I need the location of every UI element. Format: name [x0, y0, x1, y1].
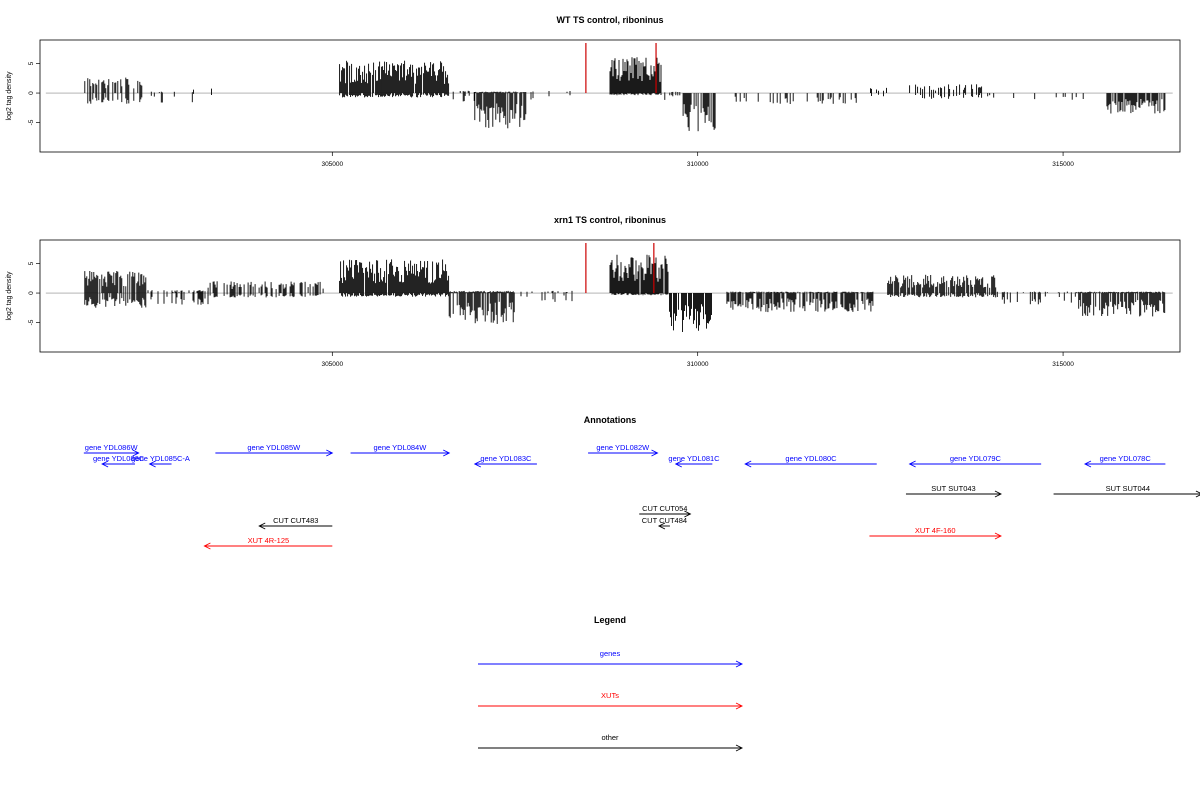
annotation-arrow [869, 532, 1002, 540]
annotation-label: gene YDL081C [668, 454, 720, 463]
legend-items: genes XUTs other [478, 649, 744, 752]
legend-label: other [601, 733, 619, 742]
annotation-label: gene YDL085W [247, 443, 301, 452]
plot-frame-xrn1 [39, 239, 1181, 353]
annotation-label: gene YDL085C-A [131, 454, 190, 463]
annotation-arrow [215, 449, 334, 457]
annotation-arrow [905, 490, 1002, 498]
x-tick-label: 315000 [1052, 161, 1074, 168]
annotation-label: gene YDL084W [373, 443, 427, 452]
annotation-arrow [674, 460, 713, 468]
x-axis-wt: 305000 310000 315000 [321, 152, 1074, 168]
xrn1-density-panel: xrn1 TS control, riboninus log2 tag dens… [6, 215, 1181, 368]
annotation-label: SUT SUT044 [1106, 484, 1150, 493]
annotation-arrow [657, 522, 670, 530]
annotations-title: Annotations [584, 415, 637, 425]
legend-arrow [478, 744, 744, 752]
y-axis-label-wt: log2 tag density [6, 71, 13, 121]
annotation-label: gene YDL083C [480, 454, 532, 463]
annotation-label: gene YDL082W [596, 443, 650, 452]
annotation-label: XUT 4R-125 [248, 536, 290, 545]
y-tick-label: 5 [28, 261, 35, 265]
annotation-label: CUT CUT483 [273, 516, 318, 525]
y-axis-wt: -5 0 5 [28, 61, 40, 125]
legend: Legend genes XUTs other [478, 615, 744, 752]
x-tick-label: 315000 [1052, 361, 1074, 368]
annotation-label: SUT SUT043 [931, 484, 975, 493]
x-axis-xrn1: 305000 310000 315000 [321, 352, 1074, 368]
annotation-label: gene YDL086C [93, 454, 145, 463]
panel-title-xrn1: xrn1 TS control, riboninus [554, 215, 666, 225]
red-marks-xrn1 [585, 243, 655, 294]
annotation-arrow [473, 460, 537, 468]
y-axis-xrn1: -5 0 5 [28, 261, 40, 325]
x-tick-label: 310000 [687, 161, 709, 168]
annotation-arrow [258, 522, 333, 530]
annotation-label: gene YDL086W [85, 443, 139, 452]
annotation-arrow [148, 460, 172, 468]
y-tick-label: 5 [28, 61, 35, 65]
annotation-arrow [203, 542, 333, 550]
annotation-arrow [744, 460, 877, 468]
annotation-arrow [639, 510, 692, 518]
legend-arrow [478, 702, 744, 710]
annotation-arrow [83, 449, 140, 457]
annotation-arrow [1053, 490, 1200, 498]
y-tick-label: 0 [28, 91, 35, 95]
red-marks-wt [585, 43, 657, 94]
x-tick-label: 310000 [687, 361, 709, 368]
annotation-arrow [350, 449, 451, 457]
wt-density-panel: WT TS control, riboninus log2 tag densit… [6, 15, 1181, 168]
annotation-label: CUT CUT054 [642, 504, 687, 513]
y-axis-label-xrn1: log2 tag density [6, 271, 13, 321]
annotation-arrow [908, 460, 1042, 468]
annotation-arrow [101, 460, 135, 468]
annotation-label: gene YDL079C [950, 454, 1002, 463]
y-tick-label: -5 [28, 319, 35, 325]
legend-arrow [478, 660, 744, 668]
annotation-label: gene YDL080C [785, 454, 837, 463]
density-bars-wt [45, 57, 1173, 132]
annotation-label: gene YDL078C [1100, 454, 1152, 463]
annotation-arrow [588, 449, 659, 457]
legend-label: XUTs [601, 691, 619, 700]
y-tick-label: -5 [28, 119, 35, 125]
annotation-label: CUT CUT484 [642, 516, 687, 525]
annotation-arrow [1083, 460, 1166, 468]
panel-title-wt: WT TS control, riboninus [557, 15, 664, 25]
plot-frame-wt [39, 39, 1181, 153]
legend-title: Legend [594, 615, 626, 625]
density-bars-xrn1 [45, 254, 1173, 332]
annotation-label: XUT 4F-160 [915, 526, 956, 535]
x-tick-label: 305000 [321, 361, 343, 368]
y-tick-label: 0 [28, 291, 35, 295]
legend-label: genes [600, 649, 621, 658]
x-tick-label: 305000 [321, 161, 343, 168]
